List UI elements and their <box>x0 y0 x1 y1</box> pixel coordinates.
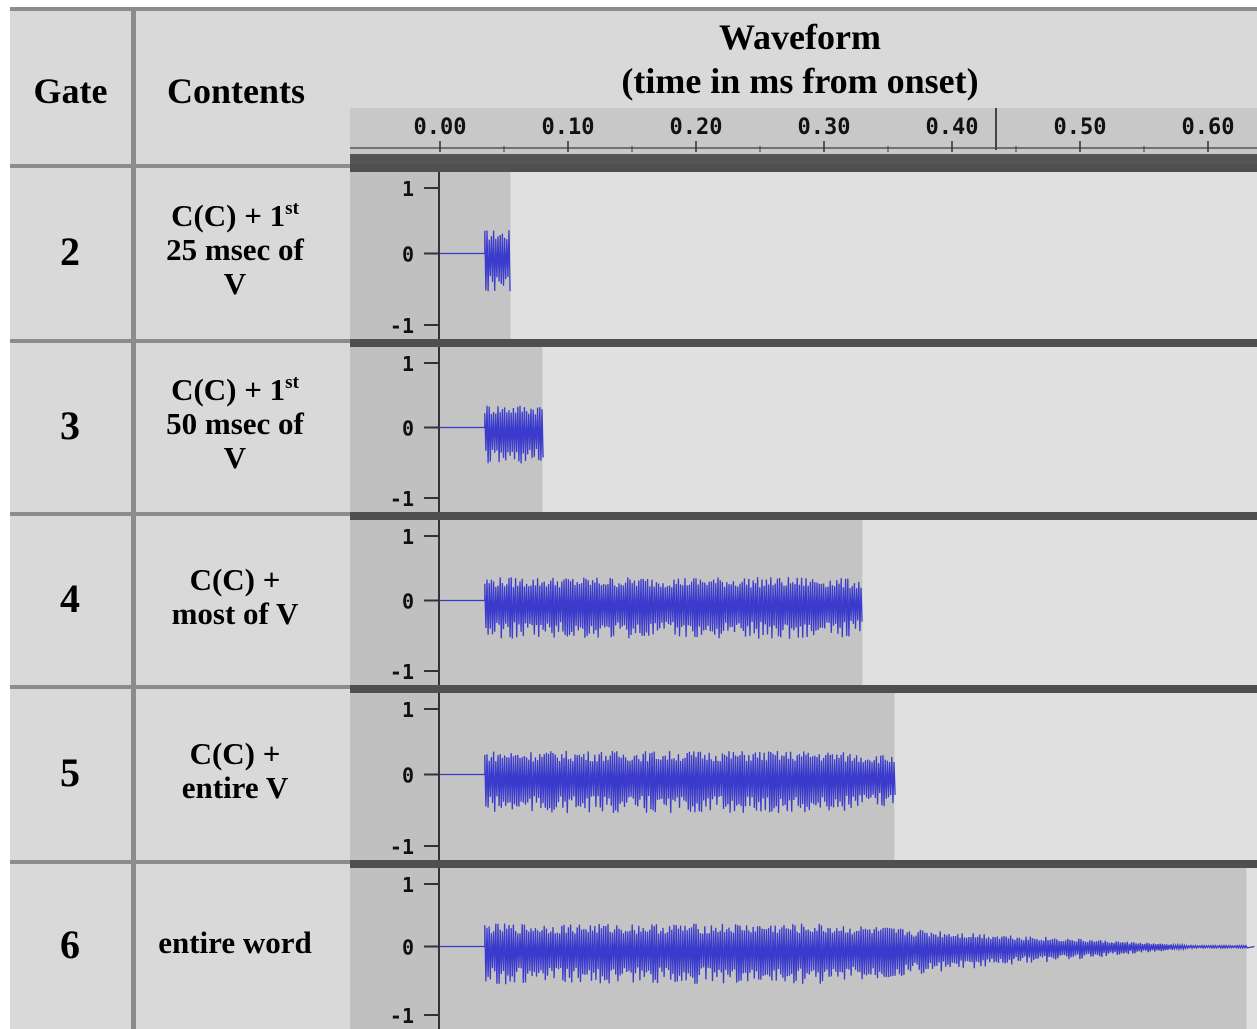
ruler-bottom-bar <box>350 154 1257 164</box>
gate-cell <box>10 516 131 685</box>
waveform-title: Waveform <box>719 17 881 57</box>
amplitude-axis-panel <box>350 172 438 339</box>
gate-number: 3 <box>60 402 80 448</box>
gate-cell <box>10 168 131 339</box>
waveform-track: 1 0 -1 <box>350 339 1257 512</box>
amplitude-label: 1 <box>402 177 414 201</box>
contents-cell <box>136 168 350 339</box>
gate-number: 5 <box>60 749 80 795</box>
amplitude-label: 0 <box>402 417 414 441</box>
amplitude-label: 0 <box>402 936 414 960</box>
contents-line: entire word <box>158 924 312 960</box>
contents-line: V <box>223 265 247 301</box>
top-border <box>10 7 1257 11</box>
amplitude-label: 1 <box>402 873 414 897</box>
waveform-signal <box>440 576 863 639</box>
gate-header-cell <box>10 10 131 164</box>
amplitude-label: -1 <box>390 314 414 338</box>
ruler-tick-label: 0.10 <box>542 115 595 140</box>
gate-contents: entire word <box>137 924 333 960</box>
ordinal-suffix: st <box>285 371 299 393</box>
waveform-header-cell <box>350 10 1257 110</box>
contents-cell <box>136 516 350 685</box>
contents-line: most of V <box>171 595 299 631</box>
track-top-bar <box>350 685 1257 693</box>
amplitude-label: -1 <box>390 660 414 684</box>
contents-line: V <box>223 439 247 475</box>
amplitude-label: 0 <box>402 590 414 614</box>
contents-cell <box>136 864 350 1029</box>
contents-line: C(C) + <box>189 735 281 771</box>
track-top-bar <box>350 512 1257 520</box>
gate-cell <box>10 864 131 1029</box>
ruler-tick-label: 0.30 <box>798 115 851 140</box>
gate-column-header: Gate <box>33 71 108 111</box>
row-separator <box>10 685 350 689</box>
contents-line: entire V <box>181 769 289 805</box>
waveform-signal <box>440 750 896 814</box>
amplitude-label: -1 <box>390 835 414 859</box>
contents-cell <box>136 343 350 512</box>
amplitude-label: -1 <box>390 1004 414 1028</box>
amplitude-label: 0 <box>402 764 414 788</box>
contents-line: C(C) + <box>189 561 281 597</box>
ordinal-suffix: st <box>285 197 299 219</box>
amplitude-axis-panel <box>350 520 438 685</box>
waveform-signal <box>440 230 511 292</box>
gate-contents: C(C) + entire V <box>137 735 333 805</box>
contents-line: C(C) + 1st <box>171 371 299 407</box>
gate-number: 2 <box>60 228 80 274</box>
waveform-signal <box>440 923 1255 985</box>
gate-contents: C(C) + 1st 25 msec of V <box>137 197 333 301</box>
row-separator <box>10 339 350 343</box>
row-separator <box>10 164 350 168</box>
gate-cell <box>10 689 131 860</box>
contents-header-cell <box>136 10 350 164</box>
amplitude-label: 0 <box>402 243 414 267</box>
waveform-track: 1 0 -1 <box>350 512 1257 685</box>
track-top-bar <box>350 860 1257 868</box>
ruler-tick-label: 0.20 <box>670 115 723 140</box>
waveform-track: 1 0 -1 <box>350 164 1257 339</box>
ruler-tick-label: 0.50 <box>1054 115 1107 140</box>
waveform-track: 1 0 -1 <box>350 685 1257 860</box>
contents-line: C(C) + 1st <box>171 197 299 233</box>
amplitude-axis-panel <box>350 347 438 512</box>
amplitude-label: 1 <box>402 352 414 376</box>
ruler-tick-label: 0.40 <box>926 115 979 140</box>
track-top-bar <box>350 164 1257 172</box>
amplitude-label: 1 <box>402 525 414 549</box>
left-column-divider <box>131 10 136 1029</box>
waveform-signal <box>440 405 544 464</box>
gate-number: 6 <box>60 921 80 967</box>
timeline-ruler: 0.00 0.10 0.20 0.30 0.40 0.50 0.60 <box>350 108 1257 164</box>
row-separator <box>10 860 350 864</box>
contents-line: 50 msec of <box>166 405 304 441</box>
gate-cell <box>10 343 131 512</box>
track-top-bar <box>350 339 1257 347</box>
gate-contents: C(C) + 1st 50 msec of V <box>137 371 333 475</box>
ruler-tick-label: 0.00 <box>414 115 467 140</box>
amplitude-axis-panel <box>350 693 438 860</box>
gate-contents: C(C) + most of V <box>137 561 333 631</box>
contents-line: 25 msec of <box>166 231 304 267</box>
waveform-track: 1 0 -1 <box>350 860 1257 1029</box>
amplitude-label: 1 <box>402 698 414 722</box>
gate-number: 4 <box>60 575 80 621</box>
ruler-tick-label: 0.60 <box>1182 115 1235 140</box>
contents-column-header: Contents <box>166 71 305 111</box>
ruler-bg <box>350 108 1257 154</box>
waveform-subtitle: (time in ms from onset) <box>621 61 979 101</box>
amplitude-axis-panel <box>350 868 438 1029</box>
row-separator <box>10 512 350 516</box>
contents-cell <box>136 689 350 860</box>
amplitude-label: -1 <box>390 487 414 511</box>
